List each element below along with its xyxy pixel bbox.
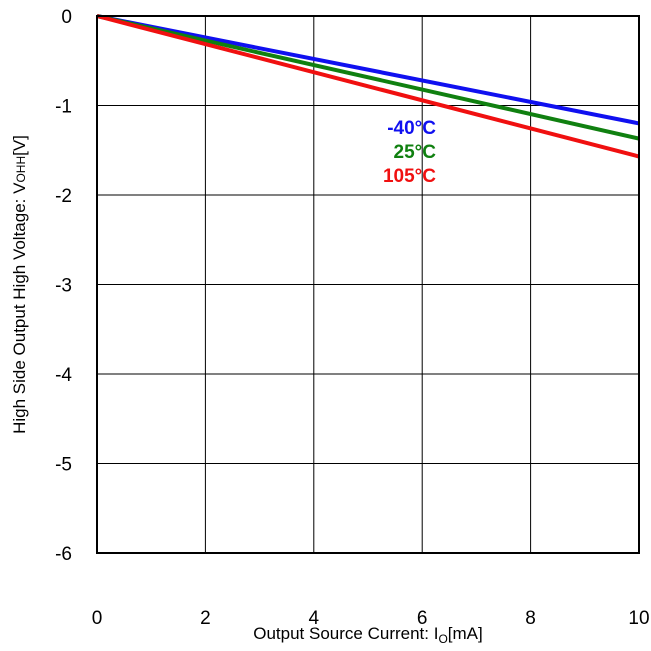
y-axis-label-subscript: OHH bbox=[14, 156, 28, 183]
x-axis-label-main: Output Source Current: I bbox=[253, 624, 438, 643]
y-axis-label-main: High Side Output High Voltage: V bbox=[10, 182, 29, 434]
x-tick-label: 4 bbox=[309, 608, 320, 629]
x-tick-label: 6 bbox=[417, 608, 428, 629]
legend: -40°C 25°C 105°C bbox=[383, 118, 436, 187]
y-axis-label-unit: [V] bbox=[10, 135, 29, 156]
series-line bbox=[96, 14, 640, 126]
x-axis-label-unit: [mA] bbox=[448, 624, 483, 643]
series-lines bbox=[96, 14, 640, 159]
y-tick-label: -6 bbox=[55, 544, 72, 565]
y-tick-label: 0 bbox=[61, 7, 72, 28]
y-tick-label: -2 bbox=[55, 186, 72, 207]
series-label: 25°C bbox=[394, 142, 437, 163]
y-tick-label: -5 bbox=[55, 455, 72, 476]
series-line bbox=[96, 14, 640, 141]
x-tick-label: 2 bbox=[200, 608, 211, 629]
y-axis-label: High Side Output High Voltage: VOHH[V] bbox=[10, 135, 29, 434]
x-tick-label: 10 bbox=[628, 608, 649, 629]
tick-labels: 0 2 4 6 8 10 0 -1 -2 -3 -4 -5 -6 bbox=[55, 7, 649, 629]
y-tick-label: -3 bbox=[55, 276, 72, 297]
x-axis-label-subscript: O bbox=[438, 632, 447, 646]
x-tick-label: 0 bbox=[92, 608, 103, 629]
y-tick-label: -1 bbox=[55, 97, 72, 118]
series-line bbox=[96, 14, 640, 159]
x-tick-label: 8 bbox=[525, 608, 536, 629]
series-label: -40°C bbox=[387, 118, 436, 139]
y-tick-label: -4 bbox=[55, 365, 72, 386]
grid bbox=[97, 16, 639, 553]
plot-frame bbox=[96, 15, 640, 554]
x-axis-label: Output Source Current: IO[mA] bbox=[253, 624, 483, 646]
series-label: 105°C bbox=[383, 166, 436, 187]
